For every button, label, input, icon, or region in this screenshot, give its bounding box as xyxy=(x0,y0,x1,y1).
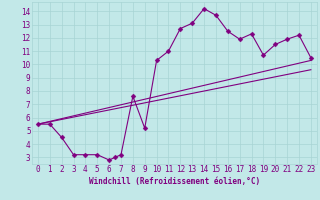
X-axis label: Windchill (Refroidissement éolien,°C): Windchill (Refroidissement éolien,°C) xyxy=(89,177,260,186)
